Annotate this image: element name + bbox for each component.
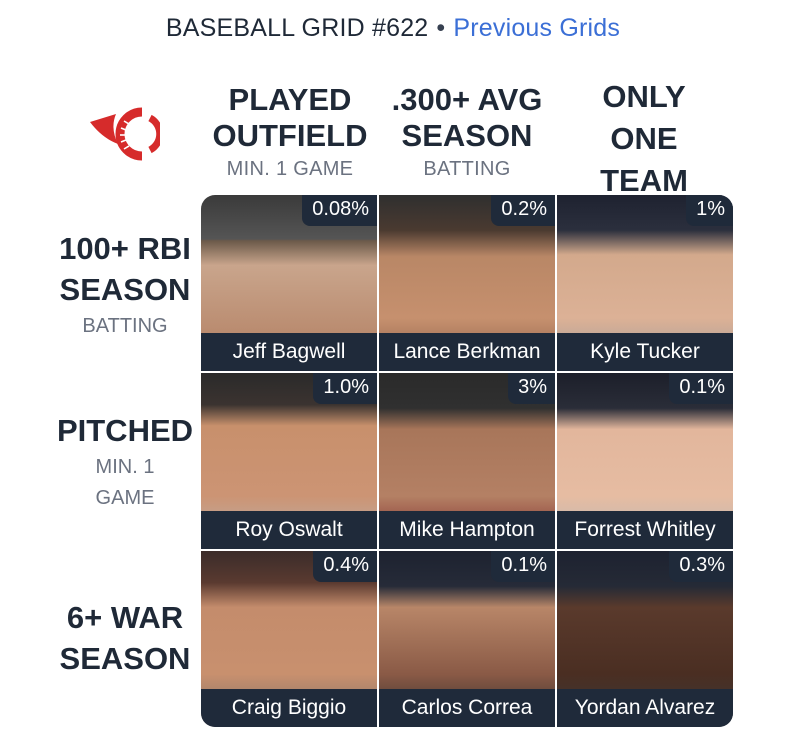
player-name: Forrest Whitley bbox=[557, 511, 733, 549]
page-header: BASEBALL GRID #622 • Previous Grids bbox=[0, 14, 786, 43]
row-header-line: PITCHED bbox=[56, 413, 194, 448]
row-header-line: SEASON bbox=[59, 641, 191, 676]
row-header-line: SEASON bbox=[59, 272, 191, 307]
player-name: Craig Biggio bbox=[201, 689, 377, 727]
column-header-300-avg: .300+ AVG SEASON BATTING bbox=[378, 82, 556, 181]
previous-grids-link[interactable]: Previous Grids bbox=[453, 14, 621, 42]
row-header-subtitle: MIN. 1 bbox=[95, 456, 155, 478]
column-header-line: ONE bbox=[610, 121, 678, 156]
column-header-line: .300+ AVG bbox=[391, 82, 543, 117]
player-name: Jeff Bagwell bbox=[201, 333, 377, 371]
grid-cell[interactable]: 3% Mike Hampton bbox=[379, 373, 555, 549]
answer-grid: 0.08% Jeff Bagwell 0.2% Lance Berkman 1%… bbox=[201, 195, 733, 727]
player-name: Mike Hampton bbox=[379, 511, 555, 549]
column-header-line: PLAYED bbox=[228, 82, 352, 117]
column-header-only-one-team: ONLY ONE TEAM bbox=[555, 76, 733, 202]
column-header-played-outfield: PLAYED OUTFIELD MIN. 1 GAME bbox=[201, 82, 379, 181]
row-header-line: 100+ RBI bbox=[59, 231, 191, 266]
grid-cell[interactable]: 0.4% Craig Biggio bbox=[201, 551, 377, 727]
row-header-pitched: PITCHED MIN. 1 GAME bbox=[50, 410, 200, 513]
separator-dot: • bbox=[436, 14, 446, 42]
row-header-subtitle: GAME bbox=[95, 487, 155, 509]
grid-cell[interactable]: 1% Kyle Tucker bbox=[557, 195, 733, 371]
grid-cell[interactable]: 0.1% Forrest Whitley bbox=[557, 373, 733, 549]
grid-cell[interactable]: 0.08% Jeff Bagwell bbox=[201, 195, 377, 371]
rarity-percentage: 0.1% bbox=[491, 551, 555, 582]
player-name: Carlos Correa bbox=[379, 689, 555, 727]
row-header-line: 6+ WAR bbox=[66, 600, 184, 635]
rarity-percentage: 0.3% bbox=[669, 551, 733, 582]
immaculate-grid-logo bbox=[88, 104, 164, 164]
rarity-percentage: 3% bbox=[508, 373, 555, 404]
rarity-percentage: 1% bbox=[686, 195, 733, 226]
player-name: Lance Berkman bbox=[379, 333, 555, 371]
row-header-100-rbi: 100+ RBI SEASON BATTING bbox=[50, 228, 200, 341]
rarity-percentage: 0.2% bbox=[491, 195, 555, 226]
rarity-percentage: 0.1% bbox=[669, 373, 733, 404]
player-name: Yordan Alvarez bbox=[557, 689, 733, 727]
rarity-percentage: 1.0% bbox=[313, 373, 377, 404]
grid-cell[interactable]: 1.0% Roy Oswalt bbox=[201, 373, 377, 549]
column-header-subtitle: MIN. 1 GAME bbox=[226, 158, 354, 180]
column-header-subtitle: BATTING bbox=[423, 158, 511, 180]
grid-cell[interactable]: 0.3% Yordan Alvarez bbox=[557, 551, 733, 727]
rarity-percentage: 0.08% bbox=[302, 195, 377, 226]
grid-title: BASEBALL GRID #622 bbox=[165, 14, 429, 42]
column-header-line: SEASON bbox=[401, 118, 533, 153]
row-header-subtitle: BATTING bbox=[82, 315, 168, 337]
player-name: Roy Oswalt bbox=[201, 511, 377, 549]
player-name: Kyle Tucker bbox=[557, 333, 733, 371]
row-header-6-war: 6+ WAR SEASON bbox=[50, 597, 200, 679]
column-header-line: ONLY bbox=[602, 79, 686, 114]
grid-cell[interactable]: 0.1% Carlos Correa bbox=[379, 551, 555, 727]
rarity-percentage: 0.4% bbox=[313, 551, 377, 582]
grid-cell[interactable]: 0.2% Lance Berkman bbox=[379, 195, 555, 371]
column-header-line: OUTFIELD bbox=[212, 118, 368, 153]
column-header-line: TEAM bbox=[600, 163, 688, 198]
